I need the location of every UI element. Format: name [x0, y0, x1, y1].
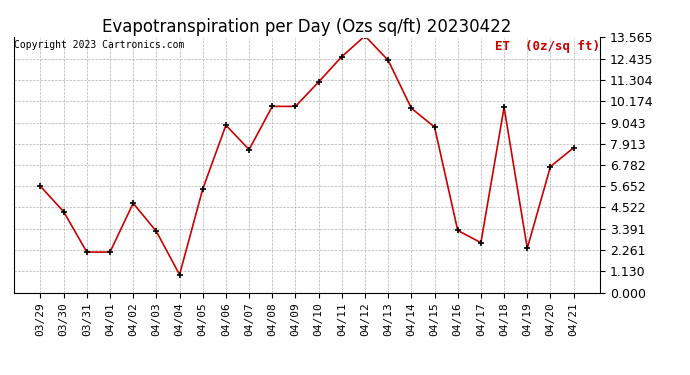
Text: ET  (0z/sq ft): ET (0z/sq ft) — [495, 40, 600, 53]
Text: Copyright 2023 Cartronics.com: Copyright 2023 Cartronics.com — [14, 40, 185, 50]
Title: Evapotranspiration per Day (Ozs sq/ft) 20230422: Evapotranspiration per Day (Ozs sq/ft) 2… — [102, 18, 512, 36]
